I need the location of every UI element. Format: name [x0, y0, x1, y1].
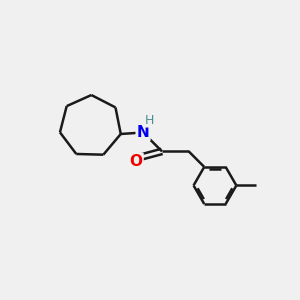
Text: N: N: [137, 125, 149, 140]
Text: H: H: [145, 113, 154, 127]
Text: O: O: [130, 154, 142, 169]
